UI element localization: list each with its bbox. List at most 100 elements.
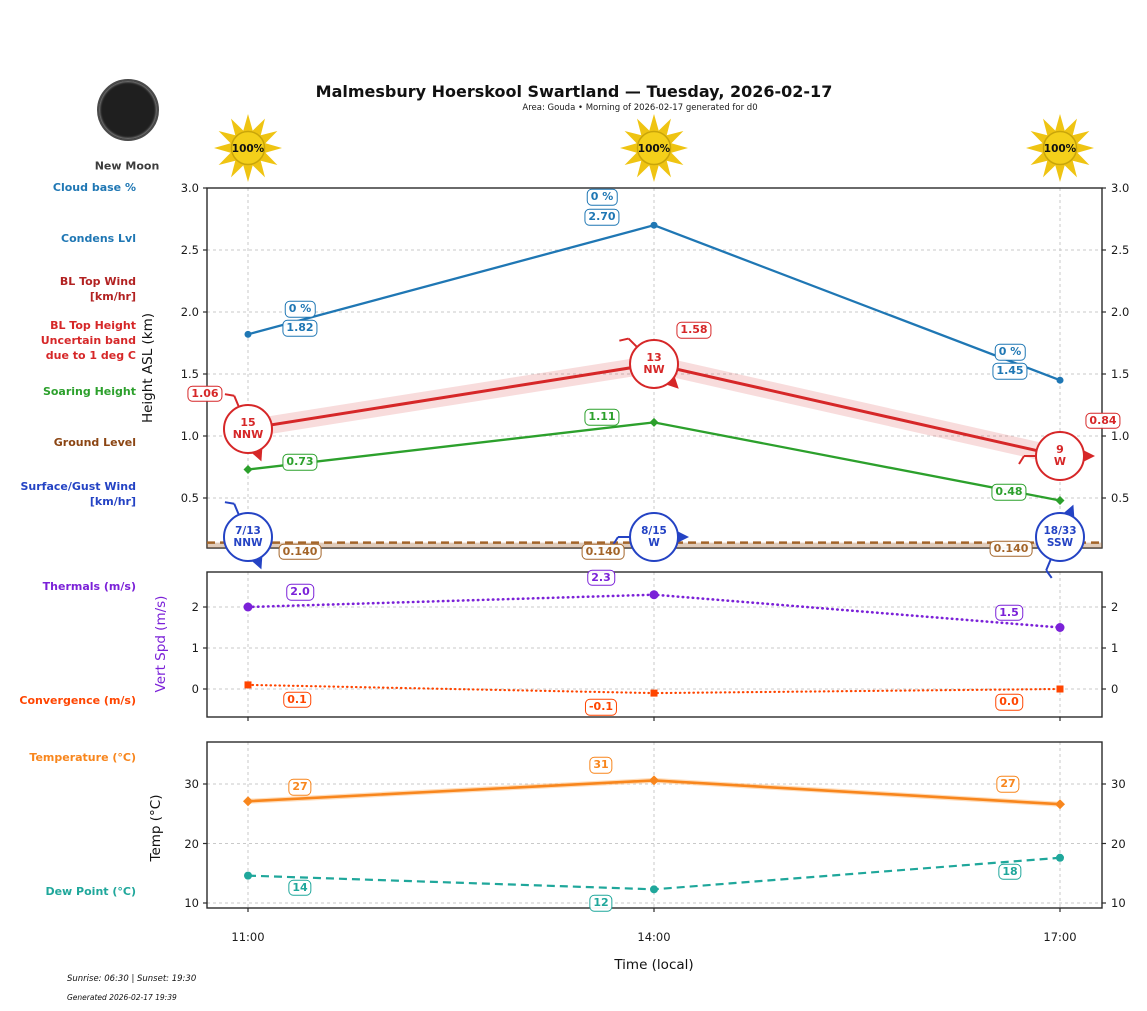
y-tick-label: 1.0 xyxy=(180,429,199,443)
series-legend-line: Uncertain band xyxy=(40,334,136,347)
y-tick-label: 1.5 xyxy=(1111,367,1130,381)
value-badge: 0.1 xyxy=(283,691,311,709)
value-badge: 0.140 xyxy=(581,543,625,560)
sun-percent: 100% xyxy=(232,143,265,155)
series-legend-label: Condens Lvl xyxy=(6,231,136,246)
series-legend-line: Surface/Gust Wind xyxy=(20,480,137,493)
y-tick-label: 2.5 xyxy=(1111,243,1130,257)
series-legend-line: Convergence (m/s) xyxy=(19,694,136,707)
sun-icon: 100% xyxy=(618,112,690,188)
series-legend-label: BL Top Height Uncertain band due to 1 deg … xyxy=(6,318,136,363)
wind-text: NW xyxy=(643,363,665,377)
series-legend-line: Soaring Height xyxy=(42,385,136,398)
sun-rays: 100% xyxy=(1026,114,1094,182)
wind-barb-marker: 8/15 W xyxy=(612,495,696,579)
y-tick-label: 10 xyxy=(184,896,199,910)
series-legend-label: BL Top Wind [km/hr] xyxy=(6,274,136,304)
wind-speed-direction: 18/33 SSW xyxy=(1035,512,1085,562)
wind-speed-direction: 8/15 W xyxy=(629,512,679,562)
value-badge: 1.45 xyxy=(992,362,1028,380)
value-badge: 0 % xyxy=(994,343,1026,361)
value-badge: 1.82 xyxy=(282,320,318,337)
value-badge: 1.11 xyxy=(584,409,620,426)
page-title: Malmesbury Hoerskool Swartland — Tuesday… xyxy=(315,82,833,101)
value-badge: -0.1 xyxy=(584,698,618,716)
series-legend-label: Surface/Gust Wind [km/hr] xyxy=(6,479,137,509)
value-badge: 12 xyxy=(589,895,613,912)
series-legend-label: Temperature (°C) xyxy=(6,750,136,765)
wind-barb-marker: 13 NW xyxy=(612,322,696,406)
series-legend-label: Ground Level xyxy=(6,435,136,450)
y-tick-label: 3.0 xyxy=(180,181,199,195)
sun-rays: 100% xyxy=(620,114,688,182)
y-tick-label: 1 xyxy=(191,641,199,655)
wind-speed-direction: 15 NNW xyxy=(223,403,273,454)
series-legend-label: Thermals (m/s) xyxy=(6,579,136,594)
series-legend-line: [km/hr] xyxy=(89,495,136,508)
y-tick-label: 2 xyxy=(191,600,199,614)
wind-barb-marker: 15 NNW xyxy=(206,387,290,471)
wind-text: SSW xyxy=(1046,537,1074,549)
y-tick-label: 1 xyxy=(1111,641,1119,655)
page-subtitle: Area: Gouda • Morning of 2026-02-17 gene… xyxy=(522,103,758,113)
series-legend-label: Soaring Height xyxy=(6,384,136,399)
series-legend-label: Convergence (m/s) xyxy=(6,693,136,708)
value-badge: 0.140 xyxy=(278,543,322,560)
wind-text: W xyxy=(1053,454,1067,468)
y-tick-label: 30 xyxy=(1111,777,1126,791)
y-axis-label: Temp (°C) xyxy=(148,794,164,862)
value-badge: 0.140 xyxy=(989,540,1033,557)
moon-phase-label: New Moon xyxy=(94,159,160,173)
series-legend-line: Temperature (°C) xyxy=(29,751,136,764)
value-badge: 2.3 xyxy=(587,569,615,586)
wind-barb-marker: 7/13 NNW xyxy=(206,495,290,579)
value-badge: 31 xyxy=(589,757,613,774)
x-tick-label: 17:00 xyxy=(1043,930,1077,944)
y-tick-label: 2.5 xyxy=(180,243,199,257)
wind-text: 13 xyxy=(646,351,662,365)
series-legend-line: Cloud base % xyxy=(52,181,136,194)
value-badge: 14 xyxy=(288,879,312,896)
value-badge: 2.0 xyxy=(286,583,314,601)
sunrise-sunset-note: Sunrise: 06:30 | Sunset: 19:30 xyxy=(67,974,197,984)
wind-text: 9 xyxy=(1056,442,1064,456)
moon-phase-icon xyxy=(97,79,159,141)
series-legend-label: Cloud base % xyxy=(6,180,136,195)
sun-percent: 100% xyxy=(1044,143,1077,155)
value-badge: 1.58 xyxy=(676,321,712,339)
y-tick-label: 1.0 xyxy=(1111,429,1130,443)
series-legend-line: [km/hr] xyxy=(89,290,136,303)
wind-text: NNW xyxy=(233,537,263,549)
y-tick-label: 1.5 xyxy=(180,367,199,381)
y-tick-label: 3.0 xyxy=(1111,181,1130,195)
y-axis-label: Vert Spd (m/s) xyxy=(153,595,169,693)
value-badge: 27 xyxy=(996,775,1020,793)
series-legend-line: Thermals (m/s) xyxy=(42,580,136,593)
sun-percent: 100% xyxy=(638,143,671,155)
wind-text: NNW xyxy=(232,427,264,441)
wind-text: 15 xyxy=(240,415,256,429)
series-legend-line: due to 1 deg C xyxy=(45,349,136,362)
sun-icon: 100% xyxy=(212,112,284,188)
x-tick-label: 11:00 xyxy=(231,930,265,944)
value-badge: 0 % xyxy=(586,188,618,206)
generated-note: Generated 2026-02-17 19:39 xyxy=(67,993,177,1002)
y-tick-label: 20 xyxy=(1111,836,1126,851)
value-badge: 0.84 xyxy=(1085,412,1121,430)
wind-text: 18/33 xyxy=(1043,525,1077,537)
wind-text: 8/15 xyxy=(641,525,667,537)
y-tick-label: 10 xyxy=(1111,896,1126,910)
y-tick-label: 2.0 xyxy=(180,305,199,319)
value-badge: 0.73 xyxy=(282,454,318,471)
series-legend-line: Condens Lvl xyxy=(61,232,136,245)
value-badge: 2.70 xyxy=(584,208,620,226)
series-legend-label: Dew Point (°C) xyxy=(6,884,136,899)
y-tick-label: 0 xyxy=(1111,682,1119,696)
x-axis-label: Time (local) xyxy=(614,957,694,973)
wind-speed-direction: 13 NW xyxy=(629,339,679,390)
y-tick-label: 20 xyxy=(184,836,199,851)
